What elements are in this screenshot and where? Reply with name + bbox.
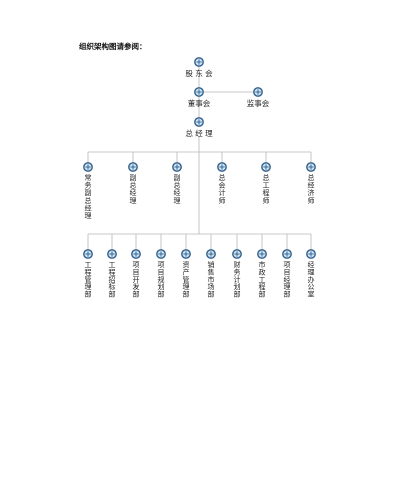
node-label-level4: 总会计师 (219, 173, 226, 205)
node-label-level5: 市政工程部 (259, 260, 266, 299)
node-label-level5: 工程管理部 (85, 261, 92, 299)
node-label-level5: 销售市场部 (208, 260, 215, 299)
node-label-level4: 总经济师 (308, 173, 315, 205)
node-label-root: 股 东 会 (185, 68, 213, 78)
node-label-level5: 财务计划部 (234, 260, 241, 299)
page-heading: 组织架构图请参阅： (79, 42, 147, 51)
node-label-level2: 董事会 (188, 98, 211, 108)
node-label-level5: 项目经理部 (284, 261, 291, 299)
node-label-level5: 项目规划部 (158, 261, 165, 299)
node-label-level2: 监事会 (247, 98, 270, 108)
node-label-level4: 常务副总经理 (85, 173, 92, 220)
node-label-level4: 总工程师 (263, 173, 270, 205)
node-label-level5: 工程招标部 (109, 261, 116, 299)
node-label-level5: 经理办公室 (308, 260, 315, 299)
node-label-level5: 资产管理部 (183, 260, 190, 299)
node-label-level4: 副总经理 (130, 173, 137, 205)
node-label-level4: 副总经理 (174, 173, 181, 205)
node-label-level3: 总 经 理 (185, 128, 213, 138)
node-label-level5: 项目开发部 (133, 261, 140, 299)
